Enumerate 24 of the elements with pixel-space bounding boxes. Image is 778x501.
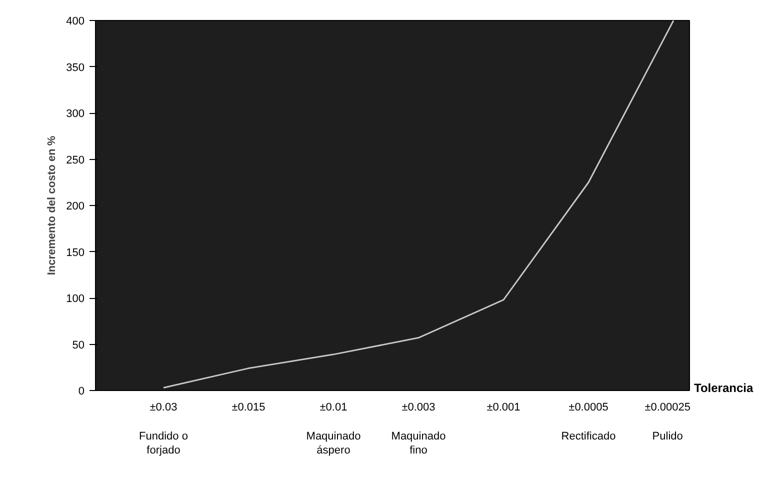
y-tick-label: 150 — [66, 246, 85, 259]
x-tick-label: ±0.00025 — [644, 402, 691, 414]
text: Maquinado fino — [391, 430, 446, 457]
y-tick-label: 300 — [66, 108, 85, 120]
x-tick-label: ±0.003 — [402, 402, 436, 414]
y-tick-label: 0 — [78, 386, 85, 398]
y-tick-label: 250 — [66, 154, 85, 166]
x-tick-label: ±0.001 — [486, 402, 520, 414]
y-tick-label: 50 — [72, 339, 85, 352]
text: Rectificado — [561, 430, 616, 442]
text: Fundido o forjado — [139, 430, 188, 457]
y-tick-label: 350 — [66, 62, 85, 74]
text: Pulido — [652, 430, 683, 442]
y-axis-title: Incremento del costo en % — [46, 136, 58, 276]
x-tick-label: ±0.03 — [150, 402, 178, 414]
x-tick-label: ±0.01 — [320, 402, 348, 414]
line-series — [162, 20, 674, 388]
x-tick-label: ±0.015 — [232, 402, 266, 414]
y-tick-label: 400 — [66, 16, 85, 28]
y-tick-label: 100 — [66, 293, 85, 305]
x-tick-label: ±0.0005 — [568, 402, 608, 414]
y-tick-label: 200 — [66, 200, 85, 212]
x-axis-title: Tolerancia — [694, 380, 754, 397]
text: Maquinado áspero — [306, 430, 361, 457]
